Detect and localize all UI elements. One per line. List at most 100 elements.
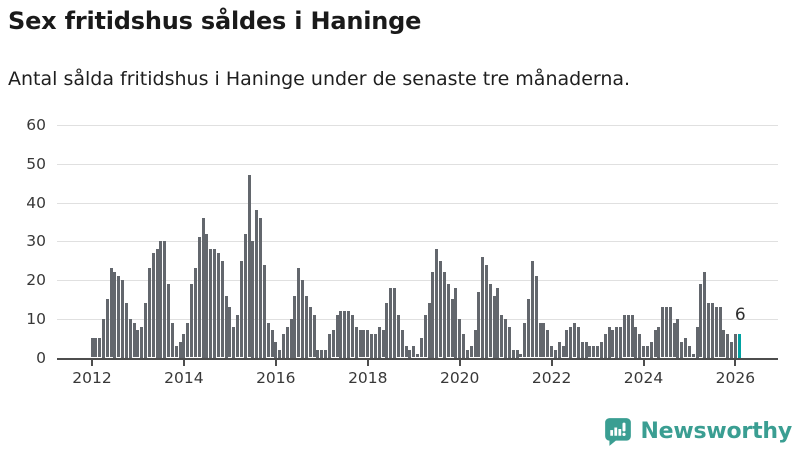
bar [155, 249, 159, 358]
bar [327, 334, 331, 358]
bar [209, 249, 213, 358]
bar [389, 287, 393, 358]
bar [427, 303, 431, 358]
bar [477, 291, 481, 358]
bar [316, 349, 320, 358]
bar [186, 322, 190, 358]
bar [247, 175, 251, 358]
x-axis-tick-label: 2024 [623, 368, 664, 387]
bar [274, 342, 278, 358]
bar [90, 338, 94, 358]
bar [672, 322, 676, 358]
bar [446, 283, 450, 358]
bar [538, 322, 542, 358]
bar [703, 272, 707, 358]
bar [634, 326, 638, 358]
bar [676, 318, 680, 358]
y-gridline [57, 241, 778, 243]
y-axis-tick-label: 30 [26, 232, 46, 251]
bar [557, 342, 561, 358]
bar [335, 314, 339, 358]
bar [553, 349, 557, 358]
bar [262, 264, 266, 358]
bar [492, 295, 496, 358]
bar [205, 233, 209, 358]
y-gridline [57, 125, 778, 126]
x-axis-tick [182, 360, 185, 366]
bar [239, 260, 243, 358]
bar [496, 287, 500, 358]
bar [201, 218, 205, 358]
x-axis-tick [91, 360, 93, 366]
bar [377, 326, 381, 358]
bar [515, 349, 519, 358]
bar [132, 322, 136, 358]
bar [500, 314, 504, 358]
bar [649, 342, 653, 358]
bar [324, 349, 328, 358]
bar [105, 299, 109, 358]
y-axis-tick-label: 50 [26, 154, 46, 173]
bar [278, 349, 282, 358]
bar [159, 241, 163, 358]
bar [622, 314, 626, 358]
bar [630, 314, 634, 358]
bar [216, 252, 220, 358]
bar [657, 326, 661, 358]
bar [347, 311, 351, 358]
bar [699, 283, 703, 358]
bar [362, 330, 366, 358]
bar [94, 338, 98, 358]
bar [714, 307, 718, 358]
bar [373, 334, 377, 358]
x-axis-tick [366, 360, 369, 366]
bar [366, 330, 370, 358]
bar [408, 349, 412, 358]
bar [546, 330, 550, 358]
bar [523, 322, 527, 358]
bar [638, 334, 642, 358]
bar [220, 260, 224, 358]
bar [488, 283, 492, 358]
bar [228, 307, 232, 358]
x-axis-line [57, 357, 778, 360]
bar [140, 326, 144, 358]
bar [213, 249, 217, 358]
bar [473, 330, 477, 358]
y-gridline [57, 280, 778, 281]
bar [458, 318, 462, 358]
bar [565, 330, 569, 358]
bar [144, 303, 148, 358]
bar [733, 334, 737, 358]
bar [507, 326, 511, 358]
bar [182, 334, 186, 358]
bar [136, 330, 140, 358]
bar [393, 287, 397, 358]
bar [626, 314, 630, 358]
bar [331, 330, 335, 358]
bar [469, 345, 473, 358]
y-axis-tick-label: 20 [26, 271, 46, 289]
bar [680, 342, 684, 358]
y-axis-tick-label: 60 [26, 116, 46, 134]
bar [193, 268, 197, 358]
bar [109, 268, 113, 358]
bar [450, 299, 454, 358]
bar [454, 287, 458, 358]
bar [98, 338, 102, 358]
bar [396, 314, 400, 358]
y-axis-tick-label: 10 [26, 309, 46, 328]
bar [197, 237, 201, 358]
bar [270, 330, 274, 358]
bar [350, 314, 354, 358]
bar [730, 342, 734, 358]
bar [691, 353, 695, 358]
bar [289, 318, 293, 358]
bar [174, 345, 178, 358]
bar [285, 326, 289, 358]
bar [121, 280, 125, 358]
last-value-label: 6 [734, 305, 746, 326]
bar [442, 272, 446, 358]
bar [687, 345, 691, 358]
